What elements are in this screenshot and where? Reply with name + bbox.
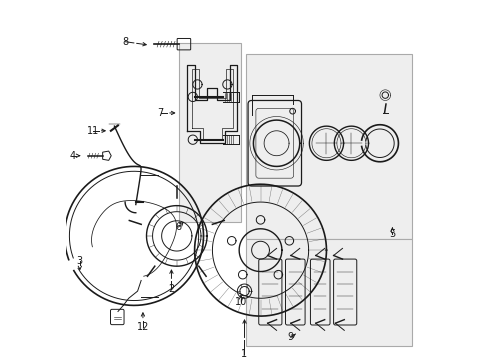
Text: 2: 2 <box>168 284 174 294</box>
Text: 11: 11 <box>87 126 99 136</box>
Text: 6: 6 <box>175 222 181 232</box>
Bar <box>246 239 411 346</box>
Text: 9: 9 <box>287 333 293 342</box>
Text: 1: 1 <box>241 348 247 359</box>
Text: 5: 5 <box>388 229 395 239</box>
Text: 3: 3 <box>77 256 83 266</box>
Text: 12: 12 <box>137 322 149 332</box>
Text: 4: 4 <box>69 151 75 161</box>
Text: 8: 8 <box>122 37 128 47</box>
Text: 7: 7 <box>157 108 163 118</box>
Bar <box>246 54 411 239</box>
Bar <box>178 44 241 222</box>
Text: 10: 10 <box>234 297 246 307</box>
